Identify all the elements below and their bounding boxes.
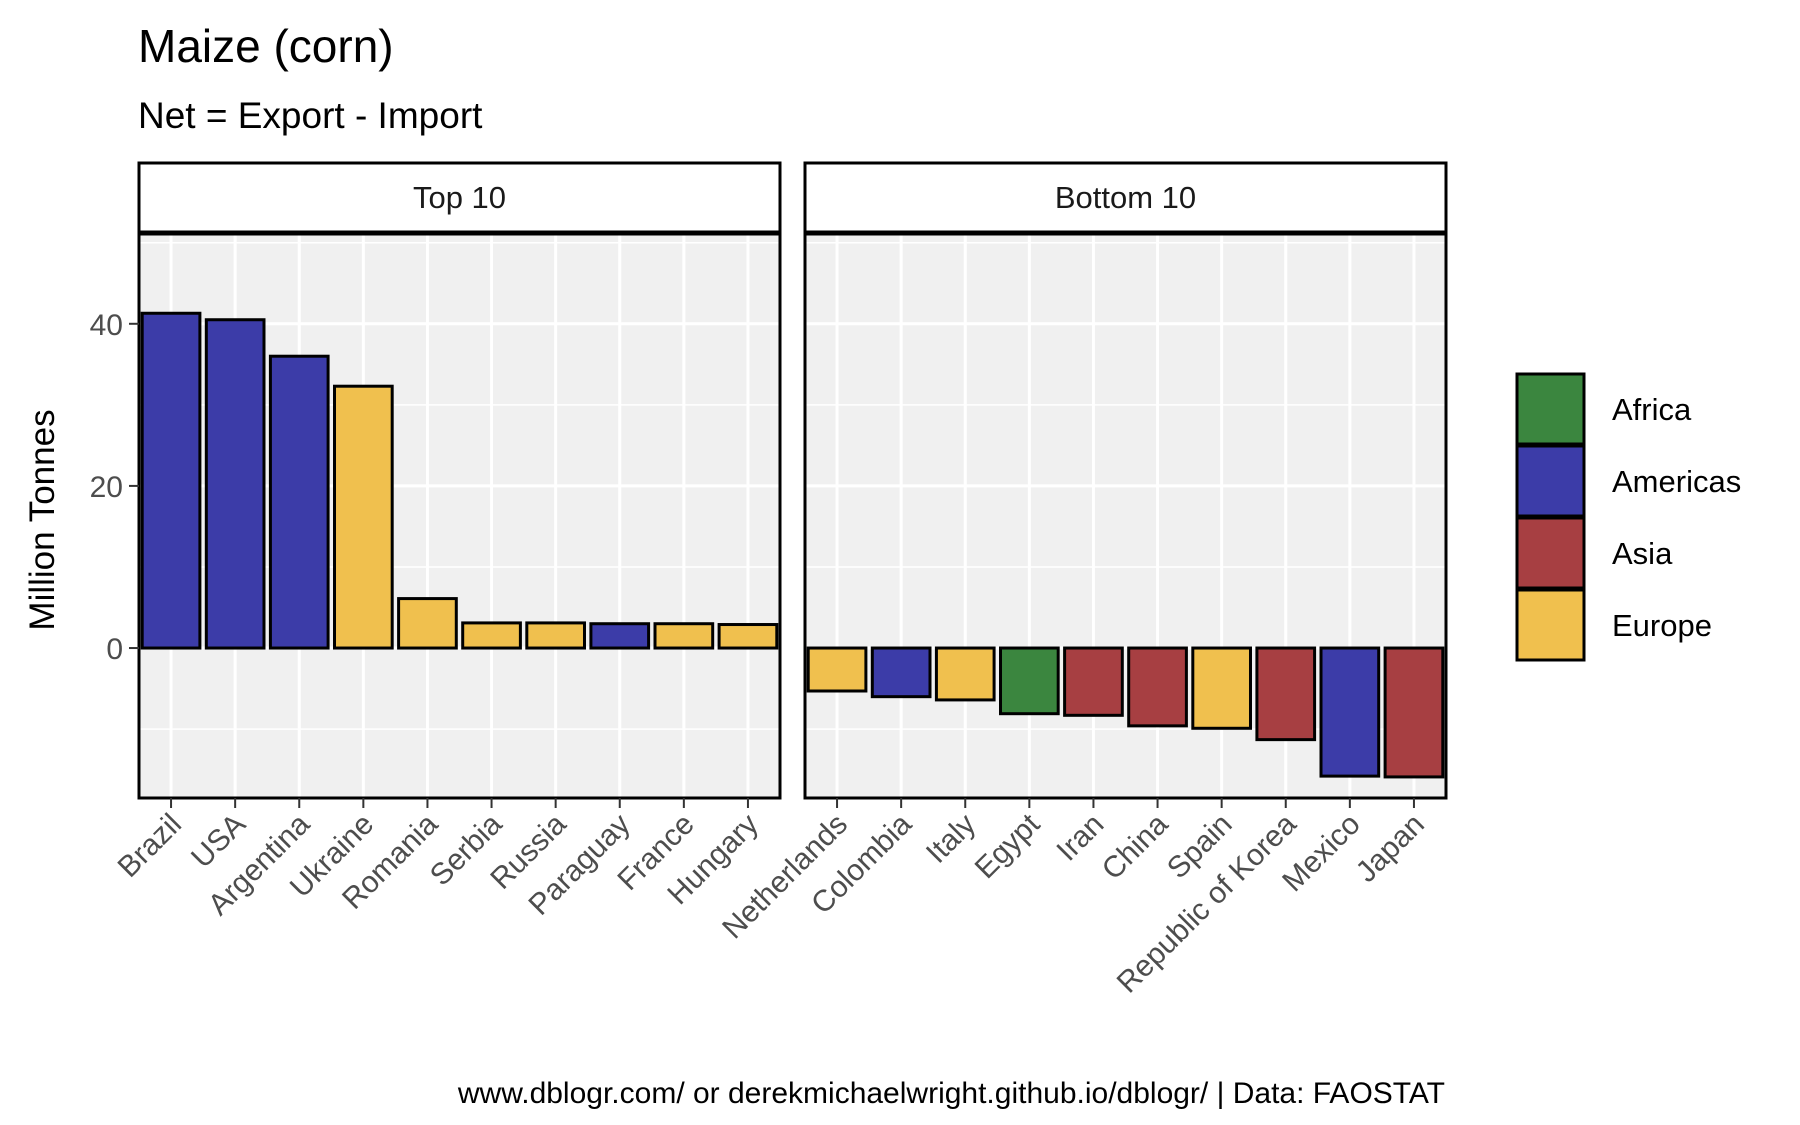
bar-paraguay (589, 622, 651, 650)
x-tick-label-china: China (1096, 807, 1175, 886)
bar-republic-of-korea (1255, 646, 1317, 742)
bar-russia (525, 621, 586, 650)
bar-argentina (268, 354, 330, 650)
chart-panels: Top 10BrazilUSAArgentinaUkraineRomaniaSe… (90, 161, 1448, 1000)
legend-label-americas: Americas (1612, 464, 1741, 499)
facet-label-bottom-10: Bottom 10 (1055, 180, 1196, 215)
bar-ukraine (333, 384, 394, 650)
legend-label-africa: Africa (1612, 392, 1692, 427)
y-axis-label: Million Tonnes (23, 409, 62, 630)
panel-top-10: Top 10BrazilUSAArgentinaUkraineRomaniaSe… (90, 161, 782, 922)
bar-romania (397, 597, 458, 650)
x-tick-label-japan: Japan (1350, 808, 1431, 889)
bar-usa (204, 318, 266, 650)
bar-china (1127, 646, 1188, 728)
legend-label-europe: Europe (1612, 608, 1712, 643)
x-tick-label-egypt: Egypt (969, 807, 1047, 885)
y-tick-label: 0 (106, 633, 123, 666)
y-tick-label: 40 (90, 309, 123, 342)
bar-mexico (1319, 646, 1381, 778)
legend-label-asia: Asia (1612, 536, 1673, 571)
chart-caption: www.dblogr.com/ or derekmichaelwright.gi… (457, 1077, 1445, 1110)
legend-key-europe (1515, 588, 1586, 662)
bar-italy (934, 646, 996, 702)
chart-title: Maize (corn) (138, 20, 394, 72)
bar-netherlands (806, 646, 868, 693)
facet-strip (137, 161, 782, 235)
chart-subtitle: Net = Export - Import (138, 95, 483, 136)
legend: Africa Americas Asia Europe (1515, 372, 1741, 662)
legend-key-africa (1515, 372, 1586, 446)
legend-key-americas (1515, 444, 1586, 518)
bar-colombia (870, 646, 932, 699)
x-tick-label-brazil: Brazil (112, 808, 188, 884)
bar-iran (1063, 646, 1124, 717)
bar-spain (1191, 646, 1252, 730)
bar-brazil (140, 311, 202, 650)
legend-key-asia (1515, 516, 1586, 590)
bar-egypt (999, 646, 1060, 716)
bar-serbia (461, 621, 522, 650)
bar-japan (1383, 646, 1445, 779)
facet-label-top-10: Top 10 (413, 180, 506, 215)
bar-hungary (717, 623, 779, 650)
y-tick-label: 20 (90, 471, 123, 504)
bar-france (653, 622, 715, 650)
